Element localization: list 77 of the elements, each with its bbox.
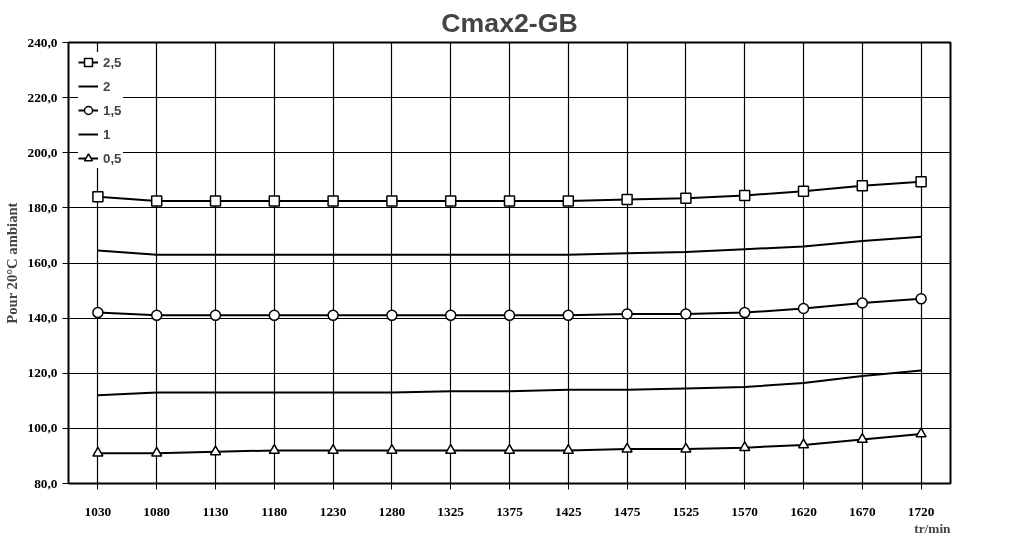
x-tick-label: 1720: [907, 503, 935, 519]
point: [327, 443, 339, 455]
point: [386, 195, 398, 207]
point: [444, 195, 457, 207]
x-tick-label: 1030: [84, 503, 112, 519]
y-tick-label: 180,0: [27, 199, 58, 215]
point: [503, 309, 516, 322]
y-tick-label: 200,0: [27, 144, 58, 160]
point: [680, 308, 692, 320]
chart-title: Cmax2-GB: [441, 7, 578, 38]
point: [797, 302, 810, 315]
point: [444, 309, 457, 322]
point: [209, 309, 222, 322]
point: [856, 180, 869, 192]
point: [797, 185, 810, 198]
point: [915, 427, 927, 438]
x-tick-label: 1425: [554, 503, 582, 519]
x-tick-label: 1180: [261, 503, 288, 519]
point: [503, 195, 516, 207]
x-axis-title: tr/min: [914, 520, 952, 536]
point: [738, 441, 751, 452]
x-tick-label: 1280: [378, 503, 406, 519]
point: [150, 446, 163, 457]
point: [92, 191, 104, 203]
x-tick-label: 1670: [848, 503, 876, 519]
y-tick-label: 80,0: [34, 475, 58, 491]
point: [738, 189, 751, 202]
point: [915, 175, 927, 188]
point: [268, 443, 281, 455]
x-tick-label: 1325: [437, 503, 465, 519]
point: [621, 193, 633, 206]
y-axis-title: Pour 20°C ambiant: [3, 202, 20, 324]
point: [386, 309, 398, 322]
y-tick-label: 100,0: [27, 420, 58, 436]
point: [621, 308, 633, 320]
point: [268, 309, 281, 322]
point: [503, 443, 516, 455]
y-tick-label: 240,0: [27, 34, 58, 50]
x-tick-label: 1375: [496, 503, 524, 519]
legend-label: 1,5: [103, 102, 123, 118]
legend-label: 0,5: [103, 150, 123, 166]
x-tick-label: 1570: [731, 503, 759, 519]
y-tick-label: 160,0: [27, 255, 58, 270]
legend-label: 2,5: [103, 54, 123, 70]
point: [327, 309, 339, 322]
point: [562, 309, 575, 322]
point: [444, 443, 457, 455]
point: [856, 432, 869, 444]
point: [386, 443, 398, 455]
x-tick-label: 1620: [790, 503, 818, 519]
point: [562, 195, 575, 207]
legend-label: 2: [103, 78, 112, 94]
legend-label: 1: [103, 126, 112, 142]
y-tick-label: 220,0: [27, 89, 58, 105]
point: [915, 293, 927, 305]
x-tick-label: 1525: [672, 503, 700, 519]
point: [150, 309, 163, 322]
point: [92, 306, 104, 319]
point: [562, 443, 575, 455]
point: [797, 438, 810, 449]
x-tick-label: 1080: [143, 503, 171, 519]
y-tick-label: 140,0: [27, 310, 58, 326]
point: [327, 195, 339, 207]
point: [738, 306, 751, 319]
point: [209, 195, 222, 207]
point: [268, 195, 281, 207]
y-tick-label: 120,0: [27, 365, 58, 381]
x-tick-label: 1230: [319, 503, 347, 519]
point: [856, 297, 869, 309]
point: [680, 192, 692, 204]
x-tick-label: 1130: [202, 503, 229, 519]
point: [92, 446, 104, 457]
point: [680, 442, 692, 453]
x-tick-label: 1475: [613, 503, 641, 519]
point: [621, 442, 633, 453]
point: [150, 195, 163, 207]
point: [209, 445, 222, 456]
